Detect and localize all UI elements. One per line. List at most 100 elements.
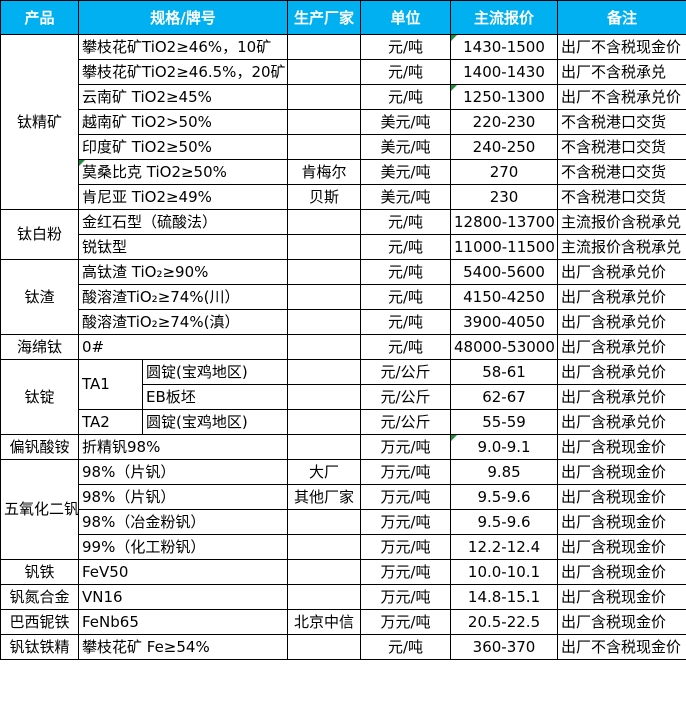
note-cell: 出厂含税承兑价 <box>557 359 686 385</box>
price-cell: 5400-5600 <box>450 259 559 285</box>
table-row: 云南矿 TiO2≥45% 元/吨 1250-1300 出厂不含税承兑价 <box>1 84 686 110</box>
table-row: 肯尼亚 TiO2≥49% 贝斯 美元/吨 230 不含税港口交货 <box>1 184 686 210</box>
spec-cell: 99%（化工粉钒） <box>77 534 289 560</box>
unit-cell: 美元/吨 <box>360 109 452 135</box>
note-cell: 出厂含税承兑价 <box>557 259 686 285</box>
price-cell: 1400-1430 <box>450 59 559 85</box>
product-cell: 钒铁 <box>0 559 79 585</box>
unit-cell: 万元/吨 <box>360 459 452 485</box>
note-cell: 不含税港口交货 <box>557 184 686 210</box>
price-cell: 3900-4050 <box>450 309 559 335</box>
spec-cell: 攀枝花矿TiO2≥46.5%，20矿 <box>77 59 289 85</box>
unit-cell: 万元/吨 <box>360 534 452 560</box>
unit-cell: 元/公斤 <box>360 359 452 385</box>
spec-cell: 98%（片钒） <box>77 459 289 485</box>
product-cell: 钒氮合金 <box>0 584 79 610</box>
spec-grade-cell: TA2 <box>78 409 143 435</box>
note-cell: 出厂含税承兑价 <box>557 284 686 310</box>
table-body: 钛精矿 攀枝花矿TiO2≥46%，10矿 元/吨 1430-1500 出厂不含税现金价攀… <box>0 34 686 660</box>
mfr-cell <box>287 334 362 360</box>
mfr-cell <box>287 559 362 585</box>
price-cell: 14.8-15.1 <box>450 584 559 610</box>
mfr-cell: 北京中信 <box>287 609 362 635</box>
note-cell: 出厂不含税现金价 <box>557 634 686 660</box>
spec-cell: 折精钒98% <box>77 434 289 460</box>
unit-cell: 元/吨 <box>360 34 452 60</box>
note-cell: 出厂含税现金价 <box>557 609 686 635</box>
note-cell: 出厂不含税现金价 <box>557 34 686 60</box>
table-row: 钒氮合金 VN16 万元/吨 14.8-15.1 出厂含税现金价 <box>0 584 686 610</box>
price-cell: 9.0-9.1 <box>450 434 559 460</box>
price-cell: 270 <box>450 159 559 185</box>
product-cell: 钛精矿 <box>0 34 79 210</box>
mfr-cell <box>287 359 362 385</box>
table-row: 钛白粉 金红石型（硫酸法） 元/吨 12800-13700 主流报价含税承兑 <box>0 209 686 260</box>
spec-cell: 金红石型（硫酸法） <box>77 209 289 235</box>
unit-cell: 元/吨 <box>360 84 452 110</box>
table-row: 钛渣 高钛渣 TiO₂≥90% 元/吨 5400-5600 出厂含税承兑价 <box>0 259 686 335</box>
note-cell: 不含税港口交货 <box>557 109 686 135</box>
note-cell: 出厂含税现金价 <box>557 434 686 460</box>
unit-cell: 万元/吨 <box>360 584 452 610</box>
spec-form-cell: 圆锭(宝鸡地区) <box>141 409 289 435</box>
price-cell: 1430-1500 <box>450 34 559 60</box>
mfr-cell <box>287 409 362 435</box>
unit-cell: 万元/吨 <box>360 509 452 535</box>
unit-cell: 元/吨 <box>360 284 452 310</box>
price-cell: 12.2-12.4 <box>450 534 559 560</box>
header-product: 产品 <box>0 0 79 35</box>
table-header: 产品 规格/牌号 生产厂家 单位 主流报价 备注 <box>0 0 686 35</box>
price-cell: 48000-53000 <box>450 334 559 360</box>
mfr-cell <box>287 434 362 460</box>
unit-cell: 元/吨 <box>360 234 452 260</box>
unit-cell: 元/吨 <box>360 334 452 360</box>
mfr-cell <box>287 59 362 85</box>
table-row: 钛锭 TA1 圆锭(宝鸡地区) 元/公斤 58-61 出厂含税承兑价 <box>0 359 686 435</box>
header-spec: 规格/牌号 <box>77 0 289 35</box>
spec-cell: 98%（冶金粉钒） <box>77 509 289 535</box>
spec-cell: 0# <box>77 334 289 360</box>
note-cell: 出厂含税现金价 <box>557 509 686 535</box>
note-cell: 不含税港口交货 <box>557 134 686 160</box>
table-row: 酸溶渣TiO₂≥74%(川） 元/吨 4150-4250 出厂含税承兑价 <box>1 284 686 310</box>
note-cell: 出厂含税现金价 <box>557 459 686 485</box>
spec-cell: 高钛渣 TiO₂≥90% <box>77 259 289 285</box>
price-cell: 9.5-9.6 <box>450 509 559 535</box>
unit-cell: 美元/吨 <box>360 159 452 185</box>
price-cell: 20.5-22.5 <box>450 609 559 635</box>
price-cell: 220-230 <box>450 109 559 135</box>
table-row: TA2 圆锭(宝鸡地区) 元/公斤 55-59 出厂含税承兑价 <box>1 409 686 435</box>
unit-cell: 万元/吨 <box>360 559 452 585</box>
price-cell: 62-67 <box>450 384 559 410</box>
table-row: 五氧化二钒 98%（片钒） 大厂 万元/吨 9.85 出厂含税现金价 <box>0 459 686 560</box>
mfr-cell <box>287 509 362 535</box>
price-cell: 1250-1300 <box>450 84 559 110</box>
price-cell: 4150-4250 <box>450 284 559 310</box>
note-cell: 主流报价含税承兑 <box>557 234 686 260</box>
table-row: 莫桑比克 TiO2≥50% 肯梅尔 美元/吨 270 不含税港口交货 <box>1 159 686 185</box>
table-row: 酸溶渣TiO₂≥74%(滇） 元/吨 3900-4050 出厂含税承兑价 <box>1 309 686 335</box>
product-cell: 钛白粉 <box>0 209 79 260</box>
table-row: 98%（片钒） 其他厂家 万元/吨 9.5-9.6 出厂含税现金价 <box>1 484 686 510</box>
spec-cell: 云南矿 TiO2≥45% <box>77 84 289 110</box>
spec-cell: VN16 <box>77 584 289 610</box>
product-cell: 巴西铌铁 <box>0 609 79 635</box>
product-cell: 海绵钛 <box>0 334 79 360</box>
header-manufacturer: 生产厂家 <box>287 0 362 35</box>
product-cell: 钛锭 <box>0 359 79 435</box>
note-cell: 出厂含税承兑价 <box>557 384 686 410</box>
unit-cell: 元/吨 <box>360 209 452 235</box>
price-table: 产品 规格/牌号 生产厂家 单位 主流报价 备注 钛精矿 攀枝花矿TiO2≥46%… <box>0 0 686 660</box>
spec-cell: 攀枝花矿TiO2≥46%，10矿 <box>77 34 289 60</box>
price-cell: 12800-13700 <box>450 209 559 235</box>
price-cell: 10.0-10.1 <box>450 559 559 585</box>
unit-cell: 元/公斤 <box>360 384 452 410</box>
price-cell: 230 <box>450 184 559 210</box>
unit-cell: 元/吨 <box>360 309 452 335</box>
table-row: 99%（化工粉钒） 万元/吨 12.2-12.4 出厂含税现金价 <box>1 534 686 560</box>
mfr-cell <box>287 284 362 310</box>
unit-cell: 万元/吨 <box>360 609 452 635</box>
product-cell: 偏钒酸铵 <box>0 434 79 460</box>
mfr-cell <box>287 584 362 610</box>
note-cell: 出厂含税现金价 <box>557 559 686 585</box>
